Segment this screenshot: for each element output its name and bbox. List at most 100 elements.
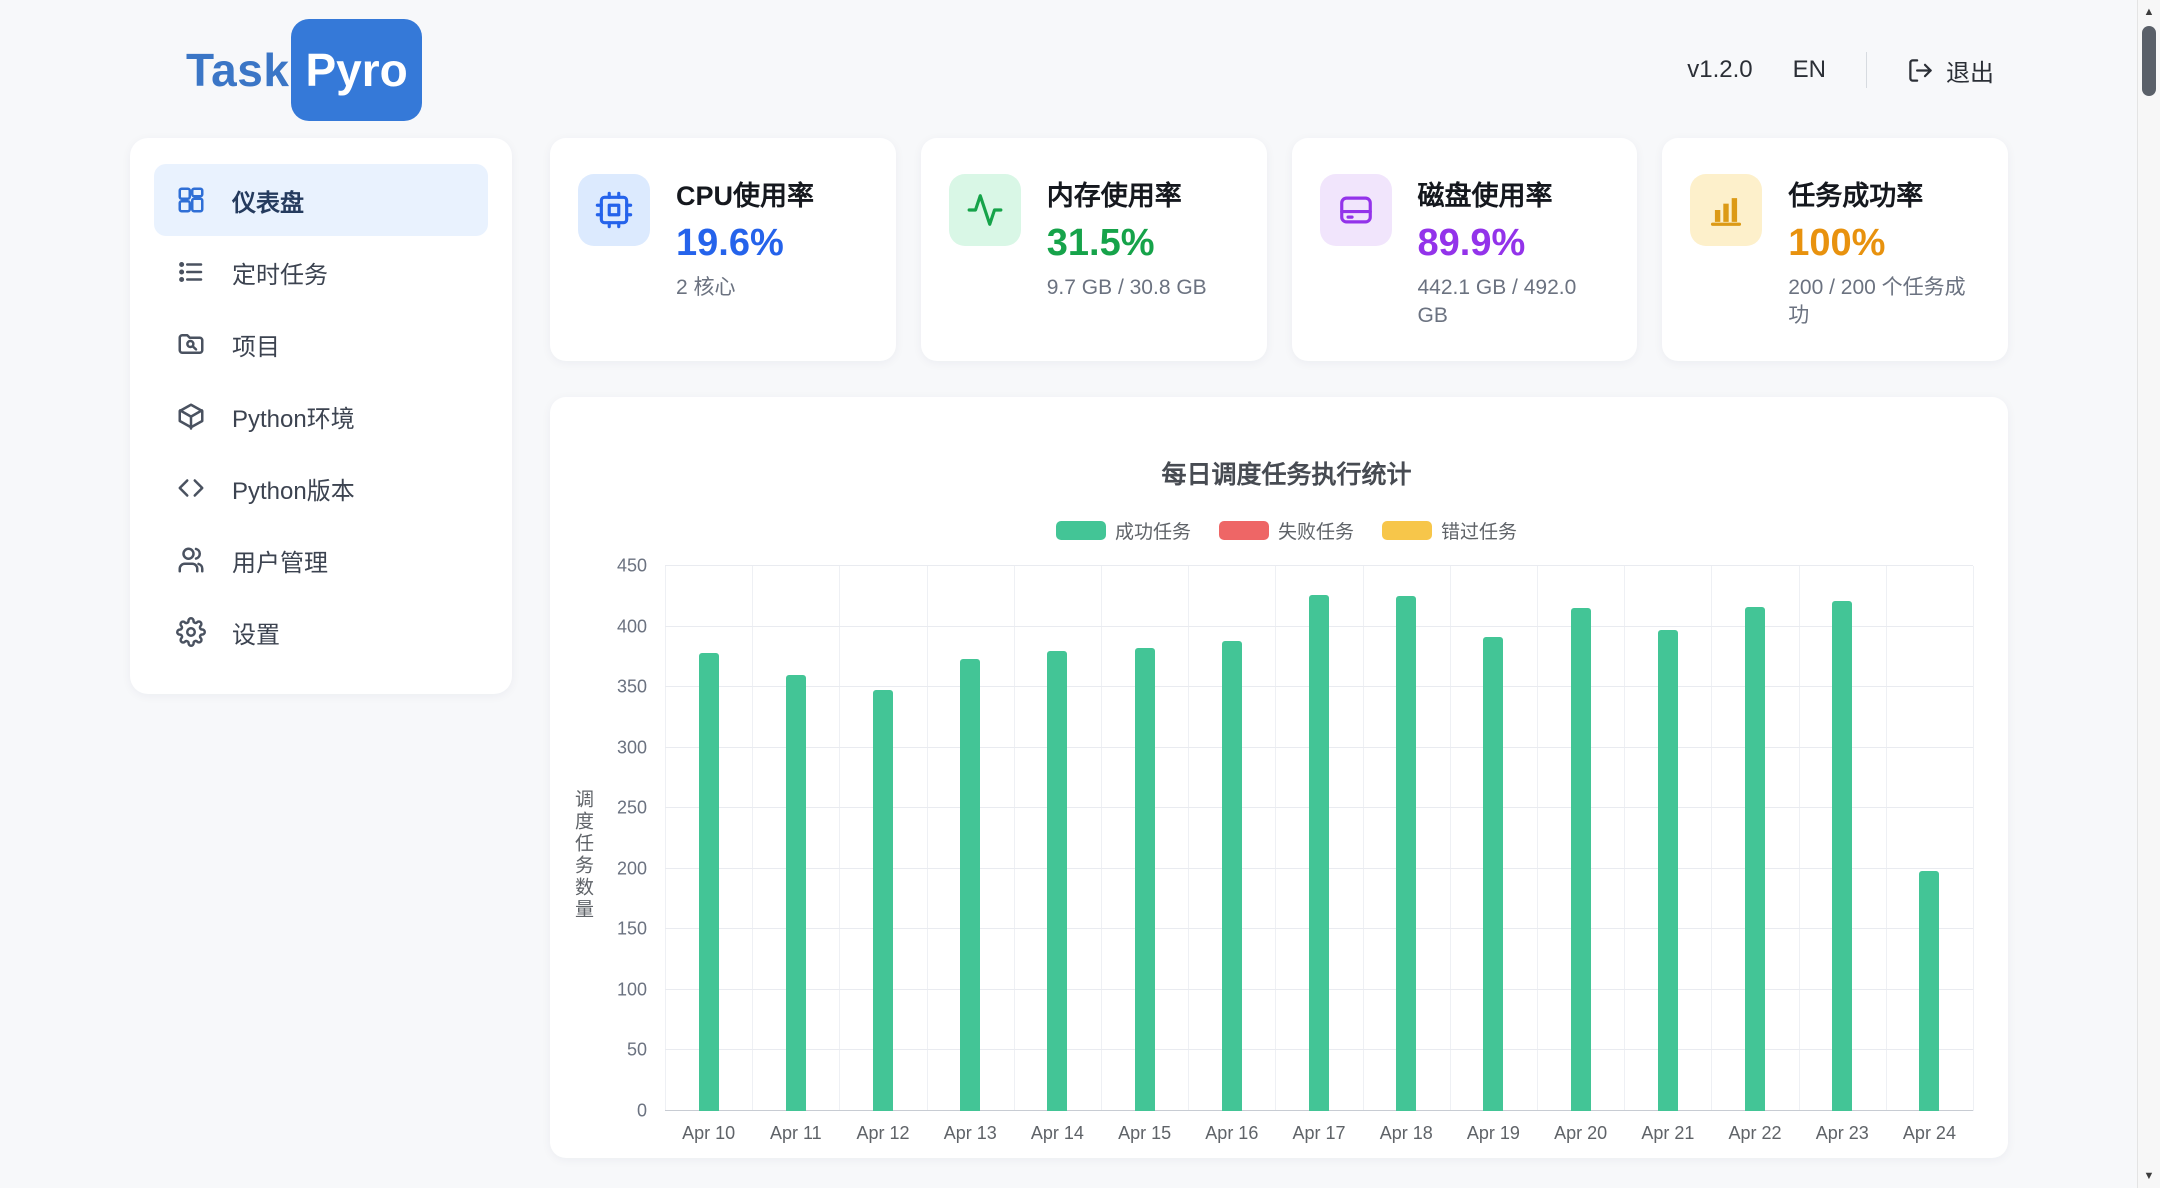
y-tick-label: 100 bbox=[616, 979, 647, 1000]
grid-vline bbox=[665, 566, 666, 1111]
legend-swatch bbox=[1218, 521, 1269, 540]
bar-apr-15 bbox=[1134, 648, 1155, 1111]
x-tick-label: Apr 18 bbox=[1379, 1123, 1433, 1143]
x-tick-label: Apr 14 bbox=[1030, 1123, 1084, 1143]
chart-body: 调度任务数量 0 50 100 150 200 250 300 350 400 450 Apr 1… bbox=[572, 556, 1974, 1144]
y-tick-label: 150 bbox=[616, 918, 647, 939]
y-tick-label: 0 bbox=[636, 1100, 647, 1121]
package-icon bbox=[176, 401, 206, 431]
sidebar-item-label: Python环境 bbox=[232, 405, 355, 433]
bar-apr-12 bbox=[873, 689, 893, 1111]
bar-slot-apr-20 bbox=[1537, 566, 1624, 1111]
x-tick-label: Apr 12 bbox=[856, 1123, 910, 1143]
code-icon bbox=[176, 473, 206, 503]
language-toggle[interactable]: EN bbox=[1792, 56, 1826, 83]
bar-slot-apr-22 bbox=[1711, 566, 1798, 1111]
bar-chart-icon bbox=[1690, 174, 1763, 246]
bar-apr-11 bbox=[785, 675, 806, 1111]
bar-apr-13 bbox=[960, 659, 981, 1111]
scrollbar-up-arrow[interactable]: ▲ bbox=[2143, 6, 2155, 18]
scrollbar[interactable]: ▲ ▼ bbox=[2137, 0, 2160, 1188]
sidebar-item-label: 用户管理 bbox=[232, 549, 328, 577]
bar-slot-apr-19 bbox=[1450, 566, 1537, 1111]
legend-swatch bbox=[1055, 521, 1106, 540]
x-tick-label: Apr 23 bbox=[1815, 1123, 1869, 1143]
bar-apr-10 bbox=[698, 653, 719, 1111]
legend-item-series-2[interactable]: 错过任务 bbox=[1382, 517, 1517, 544]
y-tick-label: 200 bbox=[616, 858, 647, 879]
stat-value: 89.9% bbox=[1417, 222, 1526, 264]
bar-apr-22 bbox=[1745, 607, 1766, 1111]
stat-card-cpu: CPU使用率 19.6% 2 核心 bbox=[550, 138, 896, 361]
legend-item-series-1[interactable]: 失败任务 bbox=[1218, 517, 1354, 544]
bar-apr-19 bbox=[1483, 637, 1504, 1111]
sidebar-item-user-management[interactable]: 用户管理 bbox=[154, 524, 488, 596]
y-axis-label: 调度任务数量 bbox=[572, 789, 593, 921]
chart-plot-area: 0 50 100 150 200 250 300 350 400 450 bbox=[617, 556, 1974, 1121]
sidebar-item-settings[interactable]: 设置 bbox=[154, 596, 488, 668]
bar-apr-21 bbox=[1657, 630, 1678, 1111]
grid-vline bbox=[1449, 566, 1451, 1111]
grid-vline bbox=[1362, 566, 1364, 1111]
stat-subtitle: 442.1 GB / 492.0 GB bbox=[1417, 276, 1577, 328]
sidebar-item-label: Python版本 bbox=[232, 477, 355, 505]
cpu-icon bbox=[578, 174, 650, 246]
bar-slot-apr-11 bbox=[752, 566, 839, 1111]
x-tick-label: Apr 10 bbox=[682, 1123, 736, 1143]
x-tick-label: Apr 16 bbox=[1205, 1123, 1259, 1143]
grid-vline bbox=[1973, 566, 1974, 1111]
grid-vline bbox=[1885, 566, 1887, 1111]
grid-vline bbox=[752, 566, 754, 1111]
sidebar-item-label: 仪表盘 bbox=[232, 189, 304, 217]
grid-vline bbox=[1624, 566, 1626, 1111]
header-divider bbox=[1866, 52, 1867, 88]
bar-slot-apr-14 bbox=[1014, 566, 1101, 1111]
grid-hline bbox=[665, 565, 1973, 566]
x-tick-label: Apr 17 bbox=[1292, 1123, 1346, 1143]
legend-item-series-0[interactable]: 成功任务 bbox=[1055, 517, 1191, 544]
x-tick-label: Apr 21 bbox=[1641, 1123, 1695, 1143]
x-tick-label: Apr 11 bbox=[769, 1123, 822, 1143]
bar-slot-apr-17 bbox=[1275, 566, 1362, 1111]
stat-card-disk: 磁盘使用率 89.9% 442.1 GB / 492.0 GB bbox=[1291, 138, 1638, 361]
users-icon bbox=[176, 545, 206, 575]
x-tick-label: Apr 13 bbox=[943, 1123, 997, 1143]
x-axis-labels: Apr 10 Apr 11 Apr 12 Apr 13 Apr 14 Apr 15 Apr … bbox=[665, 1123, 1973, 1144]
header-right: v1.2.0 EN 退出 bbox=[1687, 52, 1994, 88]
grid-vline bbox=[1537, 566, 1538, 1111]
scrollbar-down-arrow[interactable]: ▼ bbox=[2143, 1170, 2155, 1182]
scrollbar-thumb[interactable] bbox=[2142, 26, 2156, 96]
bar-apr-17 bbox=[1309, 595, 1330, 1111]
x-tick-label: Apr 22 bbox=[1728, 1123, 1782, 1143]
logo-text-task: Task bbox=[186, 44, 290, 96]
stats-row: CPU使用率 19.6% 2 核心 内存使用率 31.5% 9.7 GB / 30.8 G… bbox=[550, 138, 2008, 361]
grid-vline bbox=[1013, 566, 1015, 1111]
main-layout: 仪表盘定时任务项目 Python环境 Python版本 用户管理设置 CPU使用率 19… bbox=[0, 124, 2160, 1158]
bar-apr-23 bbox=[1832, 601, 1853, 1111]
bar-slot-apr-23 bbox=[1799, 566, 1886, 1111]
grid-vline bbox=[1188, 566, 1190, 1111]
grid-vline bbox=[926, 566, 928, 1111]
sidebar-item-label: 项目 bbox=[232, 333, 280, 361]
sidebar-item-projects[interactable]: 项目 bbox=[154, 308, 488, 380]
header: Task Pyro v1.2.0 EN 退出 bbox=[0, 0, 2160, 124]
sidebar-item-python-version[interactable]: Python版本 bbox=[154, 452, 488, 524]
logout-button[interactable]: 退出 bbox=[1907, 53, 1994, 88]
sidebar-item-scheduled-tasks[interactable]: 定时任务 bbox=[154, 236, 488, 308]
bar-slot-apr-24 bbox=[1886, 566, 1973, 1111]
sidebar-item-label: 定时任务 bbox=[232, 261, 328, 289]
stat-subtitle: 9.7 GB / 30.8 GB bbox=[1046, 276, 1207, 299]
stat-value: 31.5% bbox=[1046, 222, 1155, 264]
bar-apr-16 bbox=[1221, 641, 1242, 1111]
grid-vline bbox=[1711, 566, 1713, 1111]
stat-card-memory: 内存使用率 31.5% 9.7 GB / 30.8 GB bbox=[920, 138, 1267, 361]
sidebar: 仪表盘定时任务项目 Python环境 Python版本 用户管理设置 bbox=[130, 138, 512, 694]
grid-vline bbox=[1101, 566, 1102, 1111]
bar-apr-14 bbox=[1047, 650, 1068, 1111]
task-list-icon bbox=[176, 257, 206, 287]
sidebar-item-python-env[interactable]: Python环境 bbox=[154, 380, 488, 452]
sidebar-item-dashboard[interactable]: 仪表盘 bbox=[154, 164, 488, 236]
bar-slot-apr-21 bbox=[1624, 566, 1711, 1111]
legend-label: 失败任务 bbox=[1277, 522, 1354, 543]
bar-slot-apr-15 bbox=[1101, 566, 1188, 1111]
